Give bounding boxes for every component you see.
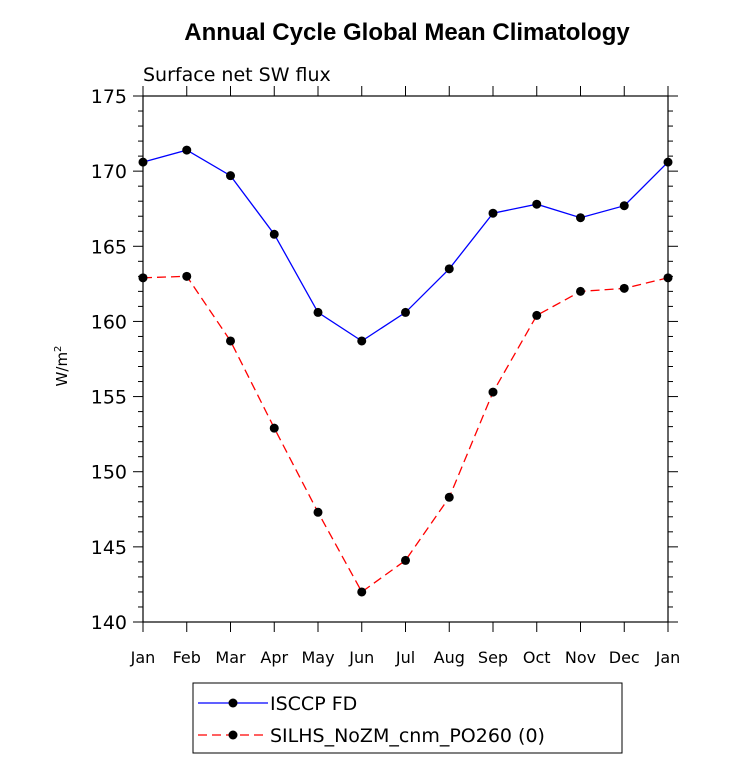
legend-swatch-marker — [228, 730, 238, 740]
x-tick-label: Aug — [434, 648, 465, 667]
plot-frame — [142, 95, 669, 623]
data-point — [313, 507, 323, 517]
data-point — [488, 208, 498, 218]
data-point — [182, 271, 192, 281]
data-point — [357, 336, 367, 346]
series-layer — [138, 145, 673, 597]
x-tick-label: Dec — [609, 648, 640, 667]
chart-subtitle: Surface net SW flux — [143, 64, 331, 86]
data-point — [226, 336, 235, 346]
data-point — [313, 307, 323, 317]
x-tick-label: Jan — [655, 648, 681, 667]
data-point — [663, 157, 673, 167]
legend: ISCCP FD SILHS_NoZM_cnm_PO260 (0) — [192, 682, 623, 754]
legend-item-2: SILHS_NoZM_cnm_PO260 (0) — [198, 725, 545, 747]
data-point — [532, 199, 542, 209]
x-tick-label: Oct — [523, 648, 551, 667]
y-tick-labels: 140 145 150 155 160 165 170 175 — [91, 86, 127, 634]
y-tick-label: 145 — [91, 537, 127, 559]
series-line — [142, 275, 669, 593]
x-tick-label: May — [301, 648, 334, 667]
y-tick-label: 155 — [91, 387, 127, 409]
y-tick-label: 140 — [91, 612, 127, 634]
y-tick-label: 175 — [91, 86, 127, 108]
legend-label: SILHS_NoZM_cnm_PO260 (0) — [270, 725, 545, 747]
data-point — [663, 273, 673, 283]
data-point — [444, 264, 454, 274]
y-tick-label: 170 — [91, 161, 127, 183]
data-point — [182, 145, 192, 155]
data-point — [138, 157, 148, 167]
data-point — [269, 229, 279, 239]
data-point — [488, 387, 498, 397]
legend-swatch-marker — [228, 698, 238, 708]
tick-marks — [133, 86, 678, 632]
y-tick-label: 165 — [91, 236, 127, 258]
x-tick-label: Jan — [130, 648, 156, 667]
data-point — [576, 213, 585, 223]
data-point — [269, 423, 279, 433]
x-tick-label: Sep — [478, 648, 508, 667]
y-tick-label: 160 — [91, 311, 127, 333]
x-tick-label: Feb — [173, 648, 201, 667]
data-point — [401, 555, 410, 565]
data-point — [357, 587, 367, 597]
data-point — [401, 307, 410, 317]
series-1 — [138, 145, 673, 346]
y-axis-label: W/m2 — [53, 346, 71, 387]
data-point — [138, 273, 148, 283]
x-tick-label: Apr — [260, 648, 288, 667]
data-point — [532, 310, 542, 320]
x-tick-label: Nov — [565, 648, 596, 667]
data-point — [619, 201, 629, 211]
legend-label: ISCCP FD — [270, 693, 357, 715]
data-point — [444, 492, 454, 502]
series-2 — [138, 271, 673, 597]
data-point — [619, 283, 629, 293]
x-tick-label: Jul — [395, 648, 415, 667]
y-tick-label: 150 — [91, 462, 127, 484]
data-point — [226, 171, 235, 181]
data-point — [576, 286, 585, 296]
chart-title: Annual Cycle Global Mean Climatology — [184, 19, 630, 46]
x-tick-label: Jun — [348, 648, 374, 667]
legend-item-1: ISCCP FD — [198, 693, 357, 715]
x-tick-label: Mar — [215, 648, 246, 667]
x-tick-labels: Jan Feb Mar Apr May Jun Jul Aug Sep Oct Nov Dec Jan — [130, 648, 681, 667]
legend-box — [192, 682, 623, 754]
